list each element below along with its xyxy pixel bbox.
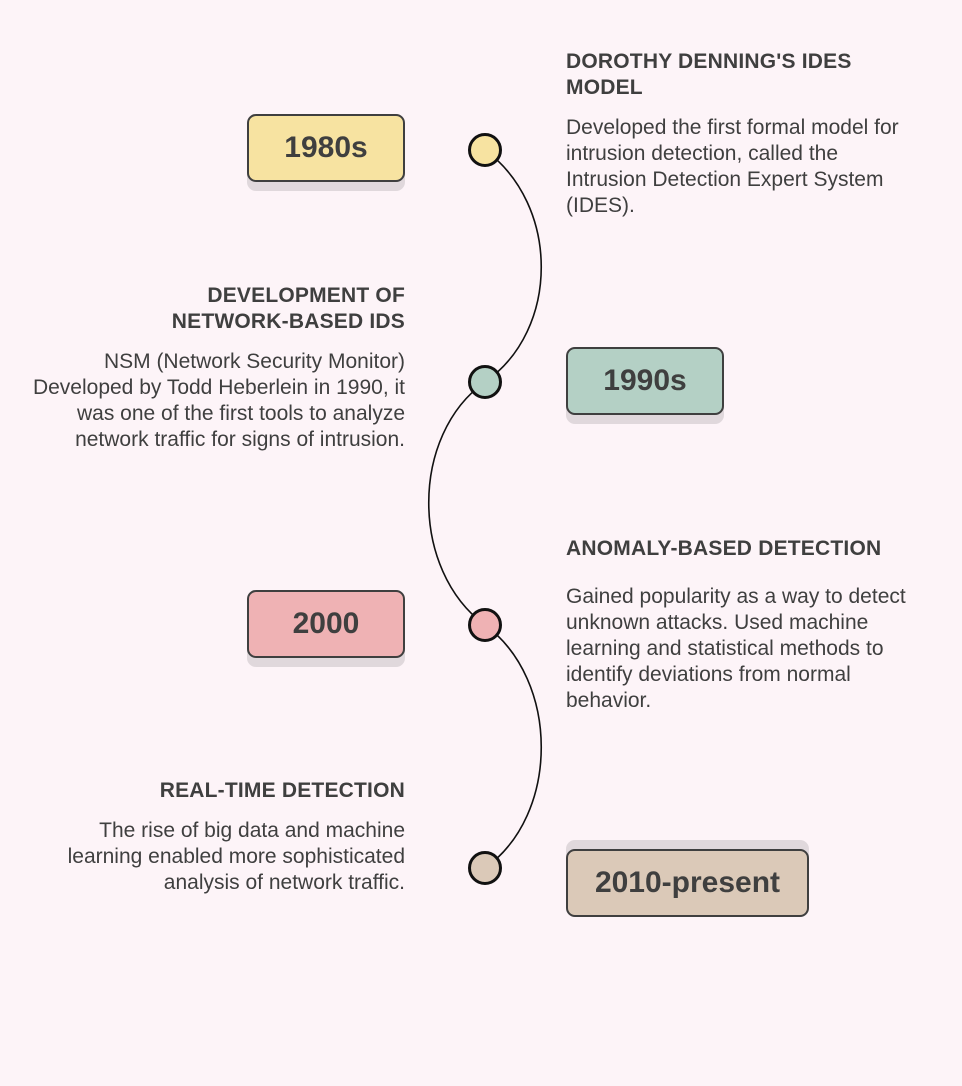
timeline-node-2010 <box>468 851 502 885</box>
event-title: REAL-TIME DETECTION <box>159 779 405 802</box>
event-block-network-ids: DEVELOPMENT OF NETWORK-BASED IDS NSM (Ne… <box>10 283 405 453</box>
timeline-node-2000 <box>468 608 502 642</box>
event-description: Developed the first formal model for int… <box>566 116 899 217</box>
era-pill-2000: 2000 <box>247 590 405 658</box>
era-pill-1990s: 1990s <box>566 347 724 415</box>
timeline-node-1990s <box>468 365 502 399</box>
era-pill-1980s: 1980s <box>247 114 405 182</box>
event-block-anomaly: ANOMALY-BASED DETECTION Gained popularit… <box>566 536 936 714</box>
timeline-node-1980s <box>468 133 502 167</box>
event-title: DEVELOPMENT OF NETWORK-BASED IDS <box>171 284 405 333</box>
event-description: NSM (Network Security Monitor) Developed… <box>32 350 405 451</box>
era-label: 2000 <box>292 607 360 640</box>
event-description: The rise of big data and machine learnin… <box>67 819 405 894</box>
event-block-real-time: REAL-TIME DETECTION The rise of big data… <box>40 778 405 896</box>
era-label: 1990s <box>603 364 687 397</box>
event-title: ANOMALY-BASED DETECTION <box>566 537 882 560</box>
event-title: DOROTHY DENNING'S IDES MODEL <box>566 50 852 99</box>
event-block-ides: DOROTHY DENNING'S IDES MODEL Developed t… <box>566 49 926 219</box>
era-pill-2010-present: 2010-present <box>566 849 809 917</box>
era-label: 2010-present <box>594 866 781 899</box>
event-description: Gained popularity as a way to detect unk… <box>566 585 906 712</box>
era-label: 1980s <box>284 131 368 164</box>
